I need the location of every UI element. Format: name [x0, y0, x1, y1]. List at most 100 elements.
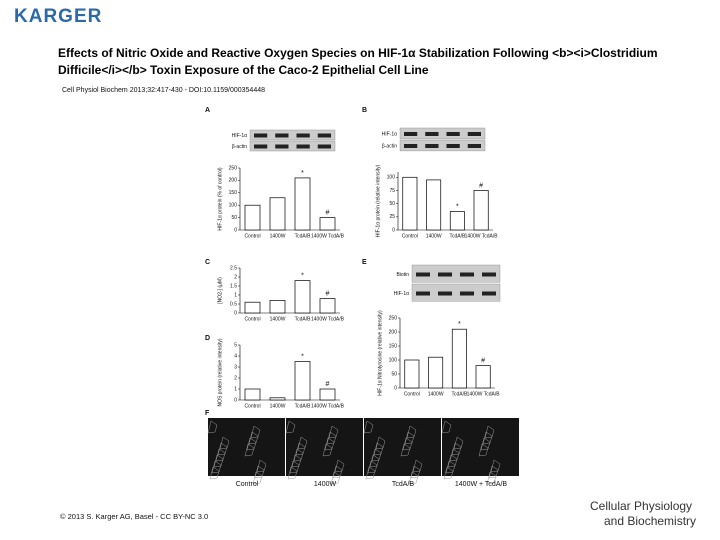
- cell-edges: [371, 448, 382, 462]
- band: [416, 291, 430, 296]
- band: [254, 144, 268, 149]
- cell-edges: [246, 437, 257, 451]
- y-tick-label: 50: [391, 371, 397, 377]
- x-tick-label: Control: [244, 233, 260, 239]
- bar: [294, 177, 311, 231]
- band: [275, 144, 289, 149]
- bar: [269, 300, 286, 314]
- cell-edges: [252, 471, 263, 485]
- band: [467, 144, 481, 148]
- band: [296, 133, 310, 138]
- cell-edges: [451, 442, 462, 456]
- cell-edges: [365, 466, 376, 480]
- x-tick-label: 1400W: [270, 316, 286, 322]
- y-tick-label: 150: [229, 190, 238, 196]
- y-tick-label: 0: [234, 310, 237, 316]
- panel-letter: B: [362, 107, 367, 114]
- cell-edges: [478, 443, 489, 457]
- cell-edges: [326, 431, 337, 445]
- y-axis-label: NOS protein (relative intensity): [217, 338, 223, 406]
- cell-edges: [367, 460, 378, 474]
- x-tick-label: 1400W TcdA/B: [467, 391, 501, 397]
- cell-edges: [256, 459, 267, 473]
- y-tick-label: 3: [234, 364, 237, 370]
- bar: [244, 388, 261, 401]
- cell-edges: [373, 442, 384, 456]
- blot-lane: [399, 127, 486, 140]
- blot-label: HIF-1α: [394, 291, 410, 297]
- blot-lane: [399, 139, 486, 152]
- band: [460, 272, 474, 277]
- bar: [294, 280, 311, 314]
- cell-edges: [330, 471, 341, 485]
- bar: [404, 359, 420, 389]
- y-tick-label: 0: [234, 227, 237, 233]
- cell-edges: [363, 420, 374, 434]
- y-axis-label: HIF-1α protein (% of control): [217, 167, 223, 231]
- x-tick-label: Control: [244, 403, 260, 409]
- cell-edges: [211, 460, 222, 474]
- cell-edges: [441, 420, 452, 434]
- micrograph: [364, 418, 441, 476]
- y-axis-label: HIF-1α protein (relative intensity): [375, 164, 381, 237]
- y-tick-label: 2.5: [230, 265, 237, 271]
- cell-edges: [334, 459, 345, 473]
- cell-edges: [412, 459, 423, 473]
- image-caption: 1400W: [314, 481, 337, 488]
- y-tick-label: 100: [229, 203, 238, 209]
- band: [482, 272, 496, 277]
- y-tick-label: 2: [234, 375, 237, 381]
- x-tick-label: 1400W: [270, 233, 286, 239]
- micrograph: [442, 418, 519, 476]
- band: [425, 144, 439, 148]
- band: [460, 291, 474, 296]
- y-tick-label: 100: [387, 175, 396, 181]
- y-tick-label: 25: [389, 214, 395, 220]
- cell-edges: [244, 443, 255, 457]
- cell-edges: [289, 460, 300, 474]
- y-tick-label: 50: [389, 201, 395, 207]
- cell-edges: [213, 454, 224, 468]
- cell-edges: [369, 454, 380, 468]
- cell-edges: [486, 471, 497, 485]
- bar: [269, 197, 286, 231]
- y-tick-label: 0: [394, 385, 397, 391]
- cell-edges: [406, 425, 417, 439]
- cell-edges: [408, 471, 419, 485]
- cell-edges: [402, 437, 413, 451]
- bar: [319, 298, 336, 314]
- cell-edges: [404, 431, 415, 445]
- y-tick-label: 100: [389, 357, 398, 363]
- cell-edges: [443, 466, 454, 480]
- blot-label: β-actin: [382, 143, 397, 149]
- band: [275, 133, 289, 138]
- significance: #: [326, 209, 330, 216]
- cell-edges: [328, 425, 339, 439]
- y-tick-label: 1: [234, 386, 237, 392]
- y-tick-label: 75: [389, 188, 395, 194]
- bar: [294, 361, 311, 401]
- bar: [473, 190, 489, 231]
- band: [416, 272, 430, 277]
- cell-edges: [484, 425, 495, 439]
- blot-lane: [249, 140, 336, 152]
- cell-edges: [291, 454, 302, 468]
- bar: [426, 179, 442, 231]
- blot-label: β-actin: [232, 144, 247, 150]
- y-tick-label: 0: [392, 227, 395, 233]
- x-tick-label: 1400W: [426, 233, 442, 239]
- significance: #: [326, 381, 330, 388]
- panel-letter: F: [205, 410, 210, 417]
- band: [254, 133, 268, 138]
- y-tick-label: 1.5: [230, 283, 237, 289]
- bar: [402, 176, 418, 231]
- cell-edges: [400, 443, 411, 457]
- cell-edges: [447, 454, 458, 468]
- cell-edges: [449, 448, 460, 462]
- bar: [451, 328, 467, 389]
- x-tick-label: TcdA/B: [451, 391, 468, 397]
- band: [467, 132, 481, 136]
- band: [404, 144, 418, 148]
